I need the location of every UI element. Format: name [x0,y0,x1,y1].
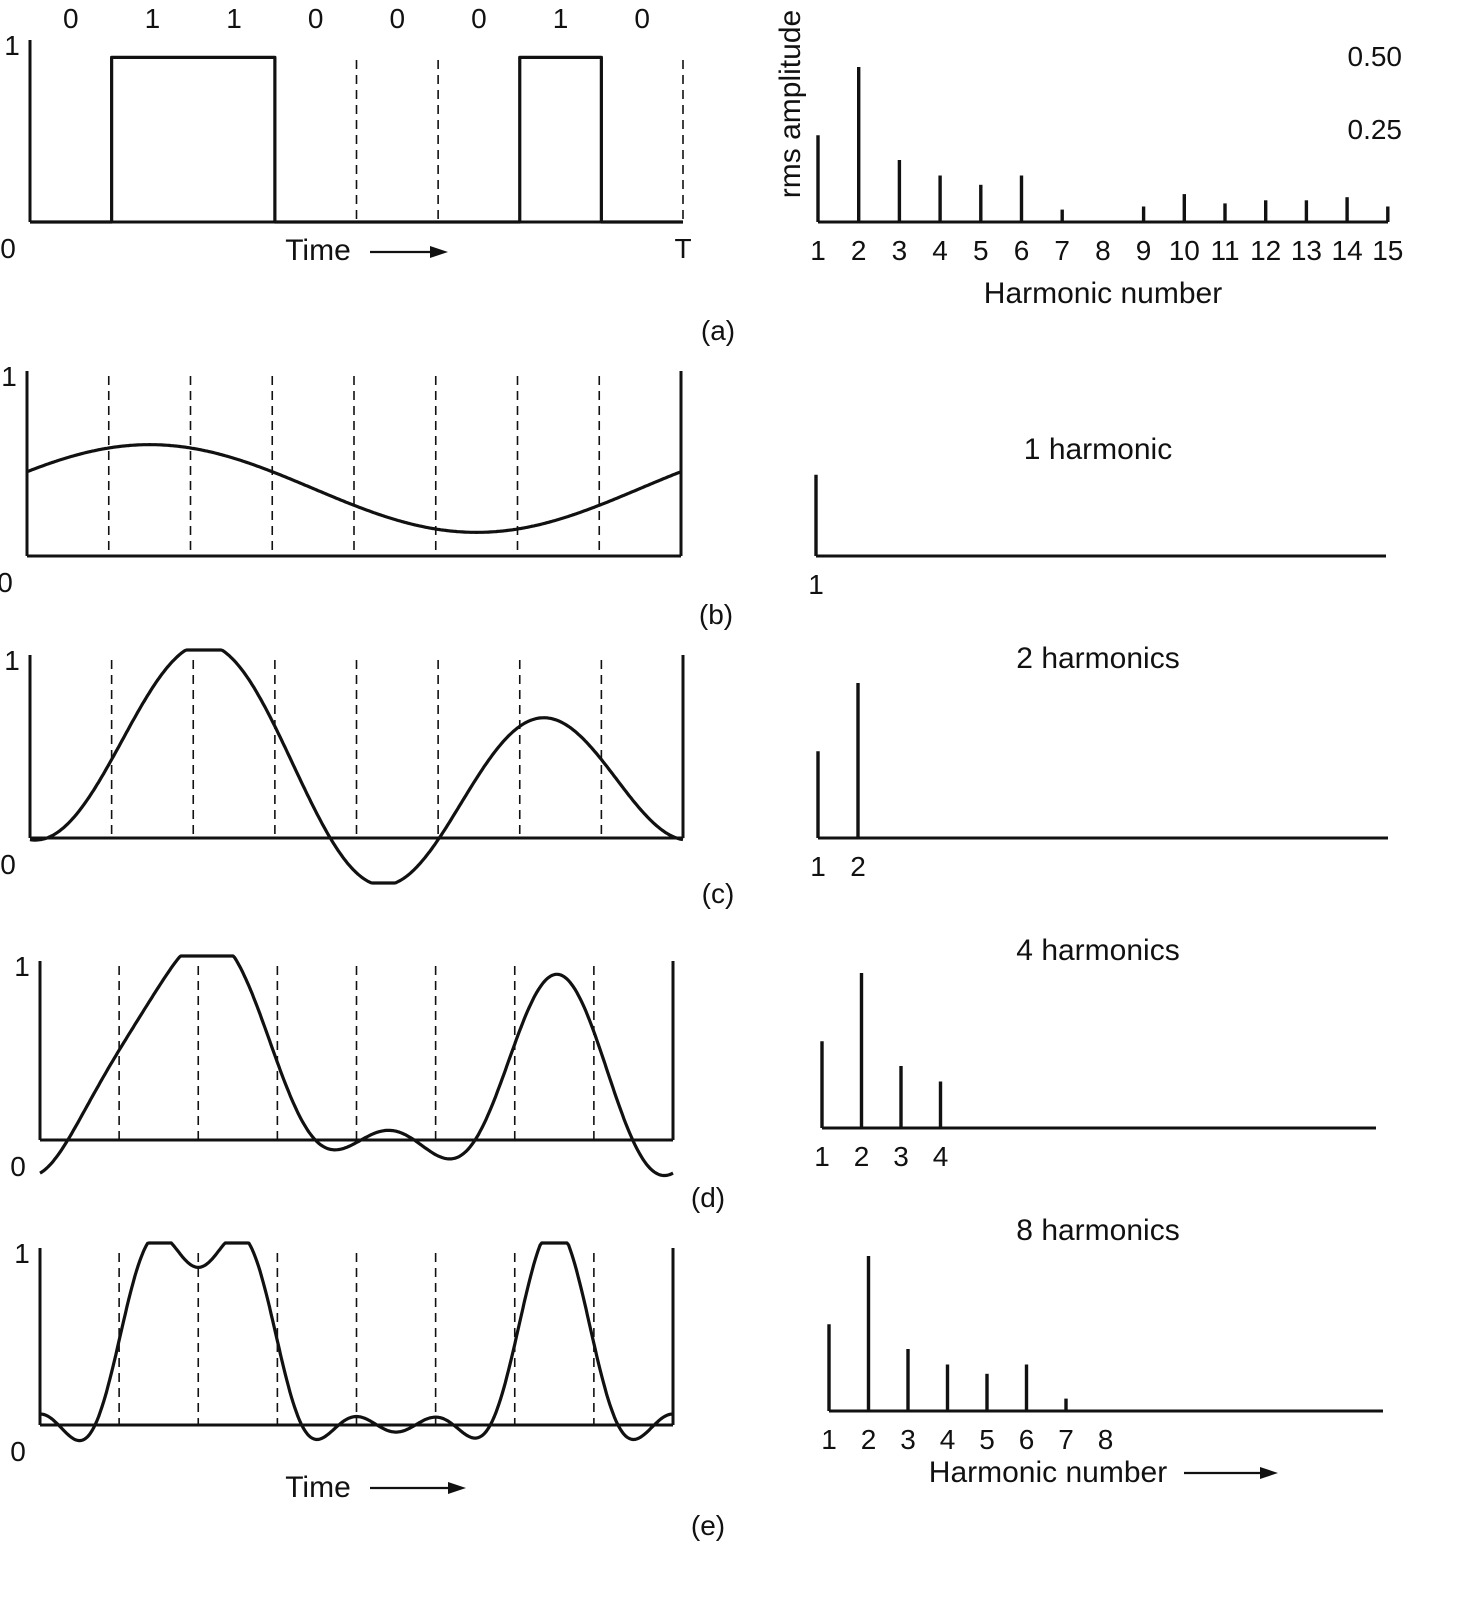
spectrum-title: 1 harmonic [1024,433,1172,466]
ytick-label: 0.25 [1348,114,1403,145]
harmonic-tick-label: 10 [1169,235,1200,266]
harmonic-tick-label: 6 [1019,1424,1035,1455]
spectrum-xlabel: Harmonic number [929,1456,1167,1489]
bit-label: 1 [553,3,569,34]
harmonic-tick-label: 2 [850,851,866,882]
spectrum-title: 8 harmonics [1016,1214,1179,1247]
panel-caption: (c) [702,878,735,909]
time-plot: 10 [0,645,685,885]
panel-caption: (b) [699,599,733,630]
panel-d: 10(d)1 2 3 44 harmonics [10,934,1376,1213]
harmonic-tick-label: 4 [940,1424,956,1455]
time-plot: 1 0 Time [10,1238,675,1504]
harmonic-tick-label: 7 [1054,235,1070,266]
bit-label: 0 [390,3,406,34]
time-axis-label: Time [285,234,351,267]
harmonic-tick-label: 1 [810,851,826,882]
spectrum-plot: 1 2 3 4 5 6 7 8 8 harmonics Harmonic number [821,1214,1383,1489]
harmonic-tick-label: 7 [1058,1424,1074,1455]
time-plot: 10 [10,951,675,1182]
origin-label: 0 [0,233,16,264]
harmonic-tick-label: 2 [851,235,867,266]
harmonic-tick-label: 1 [808,569,824,600]
y-top-label: 1 [14,951,30,982]
bit-label: 0 [471,3,487,34]
time-plot: 1 0 0 1 1 0 0 0 1 0 T Time [0,3,691,267]
y-top-label: 1 [14,1238,30,1269]
spectrum-plot: 1 2 2 harmonics [810,642,1388,882]
harmonic-tick-label: 2 [854,1141,870,1172]
harmonic-tick-label: 3 [900,1424,916,1455]
panel-caption: (e) [691,1510,725,1541]
harmonic-tick-label: 14 [1332,235,1363,266]
panel-caption: (d) [691,1182,725,1213]
origin-label: 0 [10,1151,26,1182]
harmonic-tick-label: 1 [814,1141,830,1172]
harmonic-tick-label: 1 [810,235,826,266]
bit-label: 0 [308,3,324,34]
y-top-label: 1 [1,361,17,392]
time-plot: 10 [0,361,683,598]
fourier-approximation [26,443,682,534]
panel-caption: (a) [701,315,735,346]
ytick-label: 0.50 [1348,41,1403,72]
end-label: T [674,233,691,264]
harmonic-tick-label: 12 [1250,235,1281,266]
spectrum-xlabel: Harmonic number [984,277,1222,310]
harmonic-tick-label: 8 [1095,235,1111,266]
panel-b: 10(b)11 harmonic [0,361,1386,630]
y-top-label: 1 [4,645,20,676]
harmonic-tick-label: 1 [821,1424,837,1455]
bit-label: 1 [226,3,242,34]
time-axis-label: Time [285,1471,351,1504]
harmonic-tick-label: 5 [973,235,989,266]
spectrum-ylabel: rms amplitude [774,10,807,198]
harmonic-tick-label: 4 [932,235,948,266]
origin-label: 0 [0,567,13,598]
harmonic-tick-label: 5 [979,1424,995,1455]
digital-signal [30,55,683,224]
time-arrow [370,246,448,258]
harmonic-tick-label: 15 [1372,235,1403,266]
bit-label: 0 [634,3,650,34]
harmonic-tick-label: 13 [1291,235,1322,266]
spectrum-title: 2 harmonics [1016,642,1179,675]
fourier-approximation [39,1241,674,1443]
harmonic-tick-label: 9 [1136,235,1152,266]
harmonic-tick-label: 4 [933,1141,949,1172]
harmonic-tick-label: 11 [1210,235,1239,266]
y-top-label: 1 [4,30,20,61]
harmonic-tick-label: 2 [861,1424,877,1455]
harmonic-tick-label: 3 [892,235,908,266]
bit-label: 0 [63,3,79,34]
fourier-approximation [29,648,684,885]
harmonic-tick-label: 6 [1014,235,1030,266]
spectrum-title: 4 harmonics [1016,934,1179,967]
panel-c: 10(c)1 22 harmonics [0,642,1388,909]
time-arrow [370,1482,466,1494]
spectrum-plot: 1 2 3 4 4 harmonics [814,934,1376,1172]
origin-label: 0 [10,1436,26,1467]
harmonic-arrow [1184,1467,1278,1479]
fourier-approximation [39,954,674,1178]
origin-label: 0 [0,849,16,880]
spectrum-plot: 1 1 harmonic [808,433,1386,600]
harmonic-tick-label: 3 [893,1141,909,1172]
bit-label: 1 [145,3,161,34]
harmonic-tick-label: 8 [1098,1424,1114,1455]
